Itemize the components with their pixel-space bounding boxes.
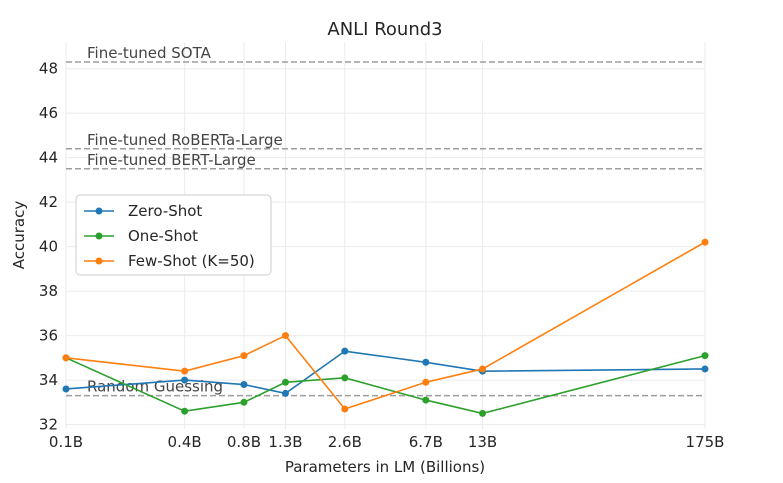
- series-group: [62, 238, 709, 417]
- data-point: [62, 385, 70, 393]
- y-tick-label: 36: [39, 327, 58, 345]
- data-point: [341, 374, 349, 382]
- legend-swatch-marker: [95, 232, 103, 240]
- data-point: [422, 396, 430, 404]
- x-tick-label: 1.3B: [268, 433, 302, 451]
- grid: [65, 42, 706, 429]
- y-tick-label: 46: [39, 104, 58, 122]
- data-point: [62, 354, 70, 362]
- reference-line-label: Fine-tuned BERT-Large: [87, 151, 256, 169]
- data-point: [281, 378, 289, 386]
- x-tick-label: 6.7B: [409, 433, 443, 451]
- x-tick-label: 0.1B: [49, 433, 83, 451]
- x-axis-label: Parameters in LM (Billions): [285, 458, 485, 476]
- y-tick-label: 42: [39, 193, 58, 211]
- x-tick-label: 0.4B: [168, 433, 202, 451]
- data-point: [341, 405, 349, 413]
- x-tick-label: 0.8B: [227, 433, 261, 451]
- series-line: [65, 241, 706, 410]
- data-point: [181, 367, 189, 375]
- series-line: [65, 354, 706, 415]
- x-tick-label: 2.6B: [328, 433, 362, 451]
- data-point: [281, 389, 289, 397]
- y-tick-label: 32: [39, 416, 58, 434]
- chart-title: ANLI Round3: [327, 19, 442, 40]
- x-axis-ticks: 0.1B 0.4B 0.8B 1.3B 2.6B 6.7B 13B 175B: [49, 433, 725, 451]
- data-point: [240, 352, 248, 360]
- reference-lines: Fine-tuned SOTA Fine-tuned RoBERTa-Large F…: [66, 44, 705, 397]
- y-tick-label: 44: [39, 149, 58, 167]
- legend-entry: Few-Shot (K=50): [128, 252, 255, 270]
- data-point: [701, 238, 709, 246]
- reference-line-label: Fine-tuned SOTA: [87, 44, 212, 62]
- data-point: [181, 376, 189, 384]
- legend-entry: Zero-Shot: [128, 202, 202, 220]
- data-point: [181, 407, 189, 415]
- data-point: [240, 398, 248, 406]
- data-point: [422, 378, 430, 386]
- reference-line-label: Fine-tuned RoBERTa-Large: [87, 131, 283, 149]
- data-point: [479, 365, 487, 373]
- y-tick-label: 38: [39, 282, 58, 300]
- data-point: [341, 347, 349, 355]
- legend-swatch-marker: [95, 257, 103, 265]
- y-tick-label: 34: [39, 371, 58, 389]
- data-point: [422, 358, 430, 366]
- legend-swatch-marker: [95, 207, 103, 215]
- data-point: [479, 409, 487, 417]
- data-point: [281, 332, 289, 340]
- y-axis-label: Accuracy: [10, 201, 28, 270]
- y-tick-label: 40: [39, 238, 58, 256]
- legend-entry: One-Shot: [128, 227, 198, 245]
- legend-box: [75, 194, 272, 276]
- y-tick-label: 48: [39, 60, 58, 78]
- data-point: [701, 365, 709, 373]
- data-point: [240, 381, 248, 389]
- y-axis-ticks: 32 34 36 38 40 42 44 46 48: [39, 60, 58, 434]
- x-tick-label: 13B: [468, 433, 497, 451]
- data-point: [701, 352, 709, 360]
- legend: Zero-Shot One-Shot Few-Shot (K=50): [75, 194, 272, 276]
- x-tick-label: 175B: [686, 433, 725, 451]
